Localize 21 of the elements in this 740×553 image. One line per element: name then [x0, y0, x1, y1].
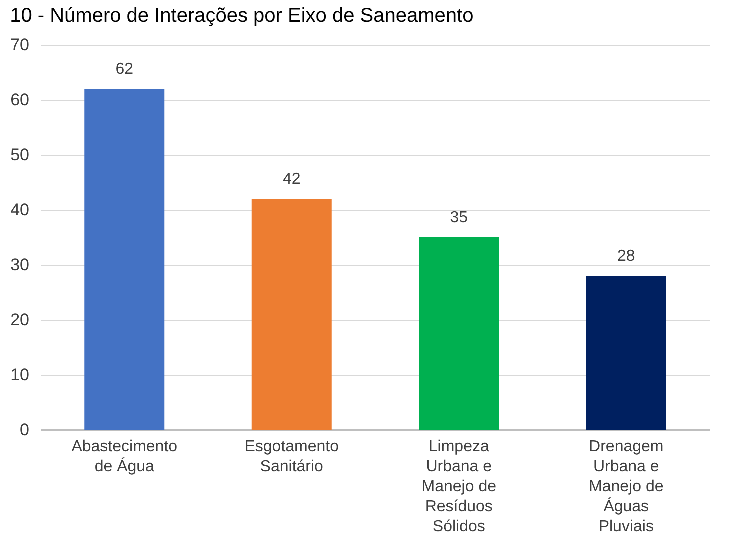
y-tick-label: 70 [10, 36, 30, 54]
y-tick-label: 0 [20, 420, 30, 440]
x-tick-label: Limpeza Urbana e Manejo de Resíduos Sólidos [422, 438, 497, 536]
y-tick-label: 20 [10, 310, 30, 330]
y-tick-label: 40 [10, 200, 30, 220]
y-tick-label: 30 [10, 256, 30, 274]
chart-title: 10 - Número de Interações por Eixo de Saneamento [10, 5, 474, 27]
data-label: 42 [282, 171, 301, 188]
bar [252, 199, 332, 430]
bar [586, 276, 666, 430]
data-label: 35 [450, 210, 468, 226]
x-tick-label: Abastecimento de Água [72, 438, 178, 476]
y-tick-label: 50 [10, 146, 30, 164]
data-label: 28 [617, 248, 636, 265]
bar [419, 238, 500, 430]
y-tick-label: 60 [10, 90, 30, 110]
x-tick-label: Drenagem Urbana e Manejo de Águas Pluviais [589, 438, 664, 536]
x-tick-label: Esgotamento Sanitário [244, 438, 340, 476]
bar [84, 89, 165, 430]
data-label: 62 [116, 61, 134, 78]
y-tick-label: 10 [10, 366, 30, 384]
